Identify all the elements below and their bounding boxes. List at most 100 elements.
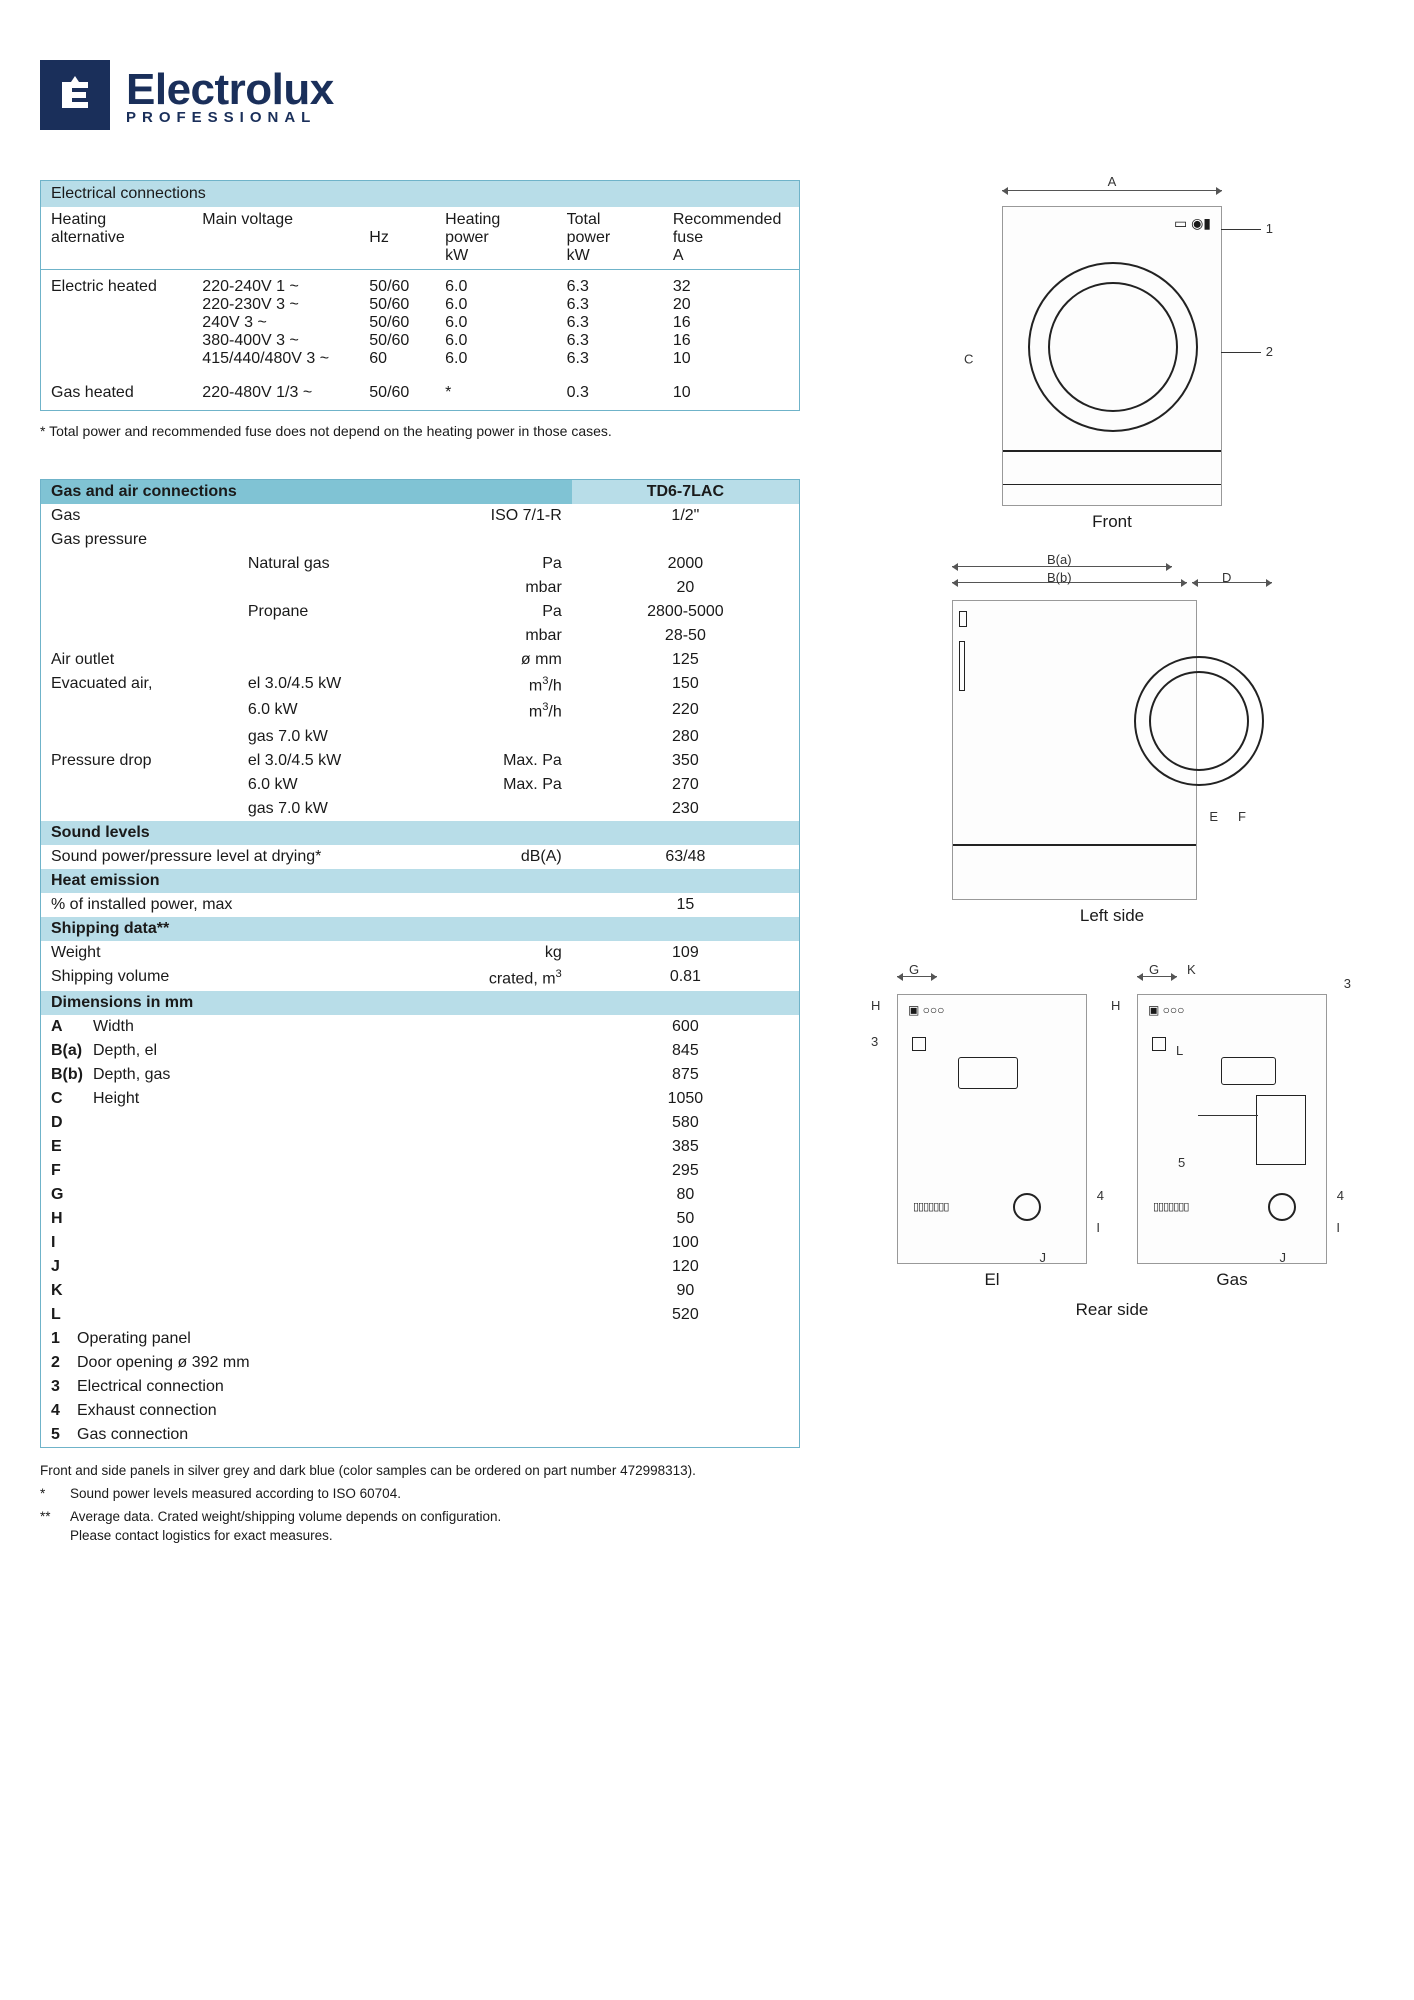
electrical-title: Electrical connections (41, 181, 800, 208)
rear-gas-H: H (1111, 998, 1120, 1013)
brand-name: Electrolux (126, 65, 334, 115)
spec-row: Shipping volumecrated, m30.81 (41, 965, 800, 991)
rear-el-3: 3 (871, 1034, 878, 1049)
spec-row: mbar20 (41, 576, 800, 600)
rear-gas-I: I (1336, 1220, 1340, 1235)
spec-row: Natural gasPa2000 (41, 552, 800, 576)
spec-row: Sound power/pressure level at drying*dB(… (41, 845, 800, 869)
rear-el-G: G (909, 962, 919, 977)
diagram-leftside-label: Left side (932, 906, 1292, 926)
footer-line1: Front and side panels in silver grey and… (40, 1462, 800, 1481)
dimension-row: H50 (41, 1207, 800, 1231)
electrical-header-row: Heatingalternative Main voltage Hz Heati… (41, 207, 800, 270)
leftside-dim-Ba: B(a) (1047, 552, 1072, 567)
front-panel-icons: ▭ ◉▮ (1174, 215, 1211, 232)
diagram-front: ▭ ◉▮ 1 2 (1002, 206, 1222, 506)
col-heating-alt: Heatingalternative (41, 207, 193, 270)
dimension-row: AWidth600 (41, 1015, 800, 1039)
front-dim-C: C (964, 352, 973, 367)
section-dimensions: Dimensions in mm (41, 991, 800, 1015)
brand-subtitle: PROFESSIONAL (126, 109, 334, 126)
rear-gas-L: L (1176, 1043, 1183, 1058)
electrical-row: Electric heated220-240V 1 ~220-230V 3 ~2… (41, 270, 800, 377)
dimension-row: B(b)Depth, gas875 (41, 1063, 800, 1087)
legend-row: 1Operating panel (41, 1327, 800, 1351)
dimension-row: E385 (41, 1135, 800, 1159)
rear-gas-K: K (1187, 962, 1196, 977)
diagram-front-wrap: A ▭ ◉▮ 1 2 C Front (982, 180, 1242, 532)
leftside-dim-F: F (1238, 809, 1246, 824)
front-callout-2: 2 (1266, 344, 1273, 359)
dimension-row: J120 (41, 1255, 800, 1279)
dimension-row: F295 (41, 1159, 800, 1183)
legend-row: 4Exhaust connection (41, 1399, 800, 1423)
electrical-footnote: * Total power and recommended fuse does … (40, 423, 800, 439)
rear-el-I: I (1096, 1220, 1100, 1235)
leftside-dim-E: E (1209, 809, 1218, 824)
legend-row: 2Door opening ø 392 mm (41, 1351, 800, 1375)
diagram-rear-label: Rear side (887, 1300, 1337, 1320)
rear-gas-label: Gas (1216, 1270, 1247, 1290)
col-voltage: Main voltage (192, 207, 359, 270)
spec-row: Gas pressure (41, 528, 800, 552)
spec-row: 6.0 kWm3/h220 (41, 698, 800, 724)
front-callout-1: 1 (1266, 221, 1273, 236)
spec-row: 6.0 kWMax. Pa270 (41, 773, 800, 797)
dimension-row: D580 (41, 1111, 800, 1135)
legend-row: 5Gas connection (41, 1423, 800, 1448)
dimension-row: G80 (41, 1183, 800, 1207)
rear-gas-5: 5 (1178, 1155, 1185, 1170)
spec-row: gas 7.0 kW230 (41, 797, 800, 821)
rear-gas-G: G (1149, 962, 1159, 977)
section-heat: Heat emission (41, 869, 800, 893)
legend-row: 3Electrical connection (41, 1375, 800, 1399)
spec-row: Evacuated air,el 3.0/4.5 kWm3/h150 (41, 672, 800, 698)
rear-gas-4: 4 (1337, 1188, 1344, 1203)
spec-row: Weightkg109 (41, 941, 800, 965)
footer-star2b: Please contact logistics for exact measu… (70, 1528, 333, 1543)
rear-el-label: El (984, 1270, 999, 1290)
spec-row: PropanePa2800-5000 (41, 600, 800, 624)
section-shipping: Shipping data** (41, 917, 800, 941)
leftside-dim-D: D (1222, 570, 1231, 585)
dimension-row: I100 (41, 1231, 800, 1255)
col-fuse: RecommendedfuseA (663, 207, 800, 270)
rear-gas-3: 3 (1344, 976, 1351, 991)
spec-row: mbar28-50 (41, 624, 800, 648)
electrical-connections-table: Electrical connections Heatingalternativ… (40, 180, 800, 411)
front-dim-A: A (1108, 174, 1117, 189)
spec-row: % of installed power, max15 (41, 893, 800, 917)
dimension-row: CHeight1050 (41, 1087, 800, 1111)
col-hz: Hz (359, 207, 435, 270)
footer-notes: Front and side panels in silver grey and… (40, 1462, 800, 1546)
left-column: Electrical connections Heatingalternativ… (40, 180, 800, 1546)
col-total-power: TotalpowerkW (557, 207, 663, 270)
spec-table: Gas and air connections TD6-7LAC GasISO … (40, 479, 800, 1448)
model-header: TD6-7LAC (572, 480, 800, 505)
dimension-row: B(a)Depth, el845 (41, 1039, 800, 1063)
rear-el-J: J (1040, 1250, 1047, 1265)
brand-logo: Electrolux PROFESSIONAL (40, 60, 1374, 130)
diagram-rear-gas: ▣ ○○○ L 5 ▯▯▯▯▯▯▯ 4 I J (1137, 994, 1327, 1264)
dimension-row: K90 (41, 1279, 800, 1303)
diagram-front-label: Front (982, 512, 1242, 532)
diagram-rear-el: ▣ ○○○ ▯▯▯▯▯▯▯ 4 I J (897, 994, 1087, 1264)
electrical-row: Gas heated220-480V 1/3 ~50/60*0.310 (41, 376, 800, 411)
diagram-leftside-wrap: B(a) B(b) D E F Left side (932, 560, 1292, 926)
spec-row: Pressure dropel 3.0/4.5 kWMax. Pa350 (41, 749, 800, 773)
section-sound: Sound levels (41, 821, 800, 845)
rear-gas-J: J (1280, 1250, 1287, 1265)
section-gas-air: Gas and air connections (41, 480, 572, 505)
spec-row: GasISO 7/1-R1/2" (41, 504, 800, 528)
brand-mark-icon (40, 60, 110, 130)
dimension-row: L520 (41, 1303, 800, 1327)
spec-row: Air outletø mm125 (41, 648, 800, 672)
footer-star2a: Average data. Crated weight/shipping vol… (70, 1509, 501, 1524)
spec-row: gas 7.0 kW280 (41, 725, 800, 749)
footer-star1: Sound power levels measured according to… (70, 1485, 401, 1504)
diagram-leftside: E F (952, 600, 1197, 900)
diagrams-column: A ▭ ◉▮ 1 2 C Front B(a) (850, 180, 1374, 1320)
rear-el-4: 4 (1097, 1188, 1104, 1203)
col-heat-power: HeatingpowerkW (435, 207, 556, 270)
leftside-dim-Bb: B(b) (1047, 570, 1072, 585)
